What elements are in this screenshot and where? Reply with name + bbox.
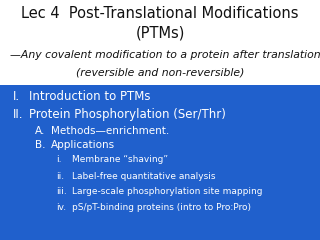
Text: Methods—enrichment.: Methods—enrichment. <box>51 126 170 136</box>
Text: ii.: ii. <box>56 172 64 181</box>
Text: (PTMs): (PTMs) <box>135 25 185 40</box>
Text: (reversible and non-reversible): (reversible and non-reversible) <box>76 67 244 77</box>
Text: I.: I. <box>13 90 20 103</box>
Text: iii.: iii. <box>56 187 67 196</box>
Text: II.: II. <box>13 108 23 121</box>
FancyBboxPatch shape <box>0 85 320 240</box>
Text: Applications: Applications <box>51 140 115 150</box>
Text: Protein Phosphorylation (Ser/Thr): Protein Phosphorylation (Ser/Thr) <box>29 108 226 121</box>
Text: Large-scale phosphorylation site mapping: Large-scale phosphorylation site mapping <box>72 187 262 196</box>
Text: iv.: iv. <box>56 203 66 212</box>
Text: Lec 4  Post-Translational Modifications: Lec 4 Post-Translational Modifications <box>21 6 299 21</box>
Text: Label-free quantitative analysis: Label-free quantitative analysis <box>72 172 215 181</box>
Text: —Any covalent modification to a protein after translation:: —Any covalent modification to a protein … <box>10 50 320 60</box>
Text: A.: A. <box>35 126 45 136</box>
Text: pS/pT-binding proteins (intro to Pro:Pro): pS/pT-binding proteins (intro to Pro:Pro… <box>72 203 251 212</box>
Text: B.: B. <box>35 140 46 150</box>
Text: i.: i. <box>56 155 61 164</box>
Text: Membrane “shaving”: Membrane “shaving” <box>72 155 168 164</box>
Text: Introduction to PTMs: Introduction to PTMs <box>29 90 150 103</box>
